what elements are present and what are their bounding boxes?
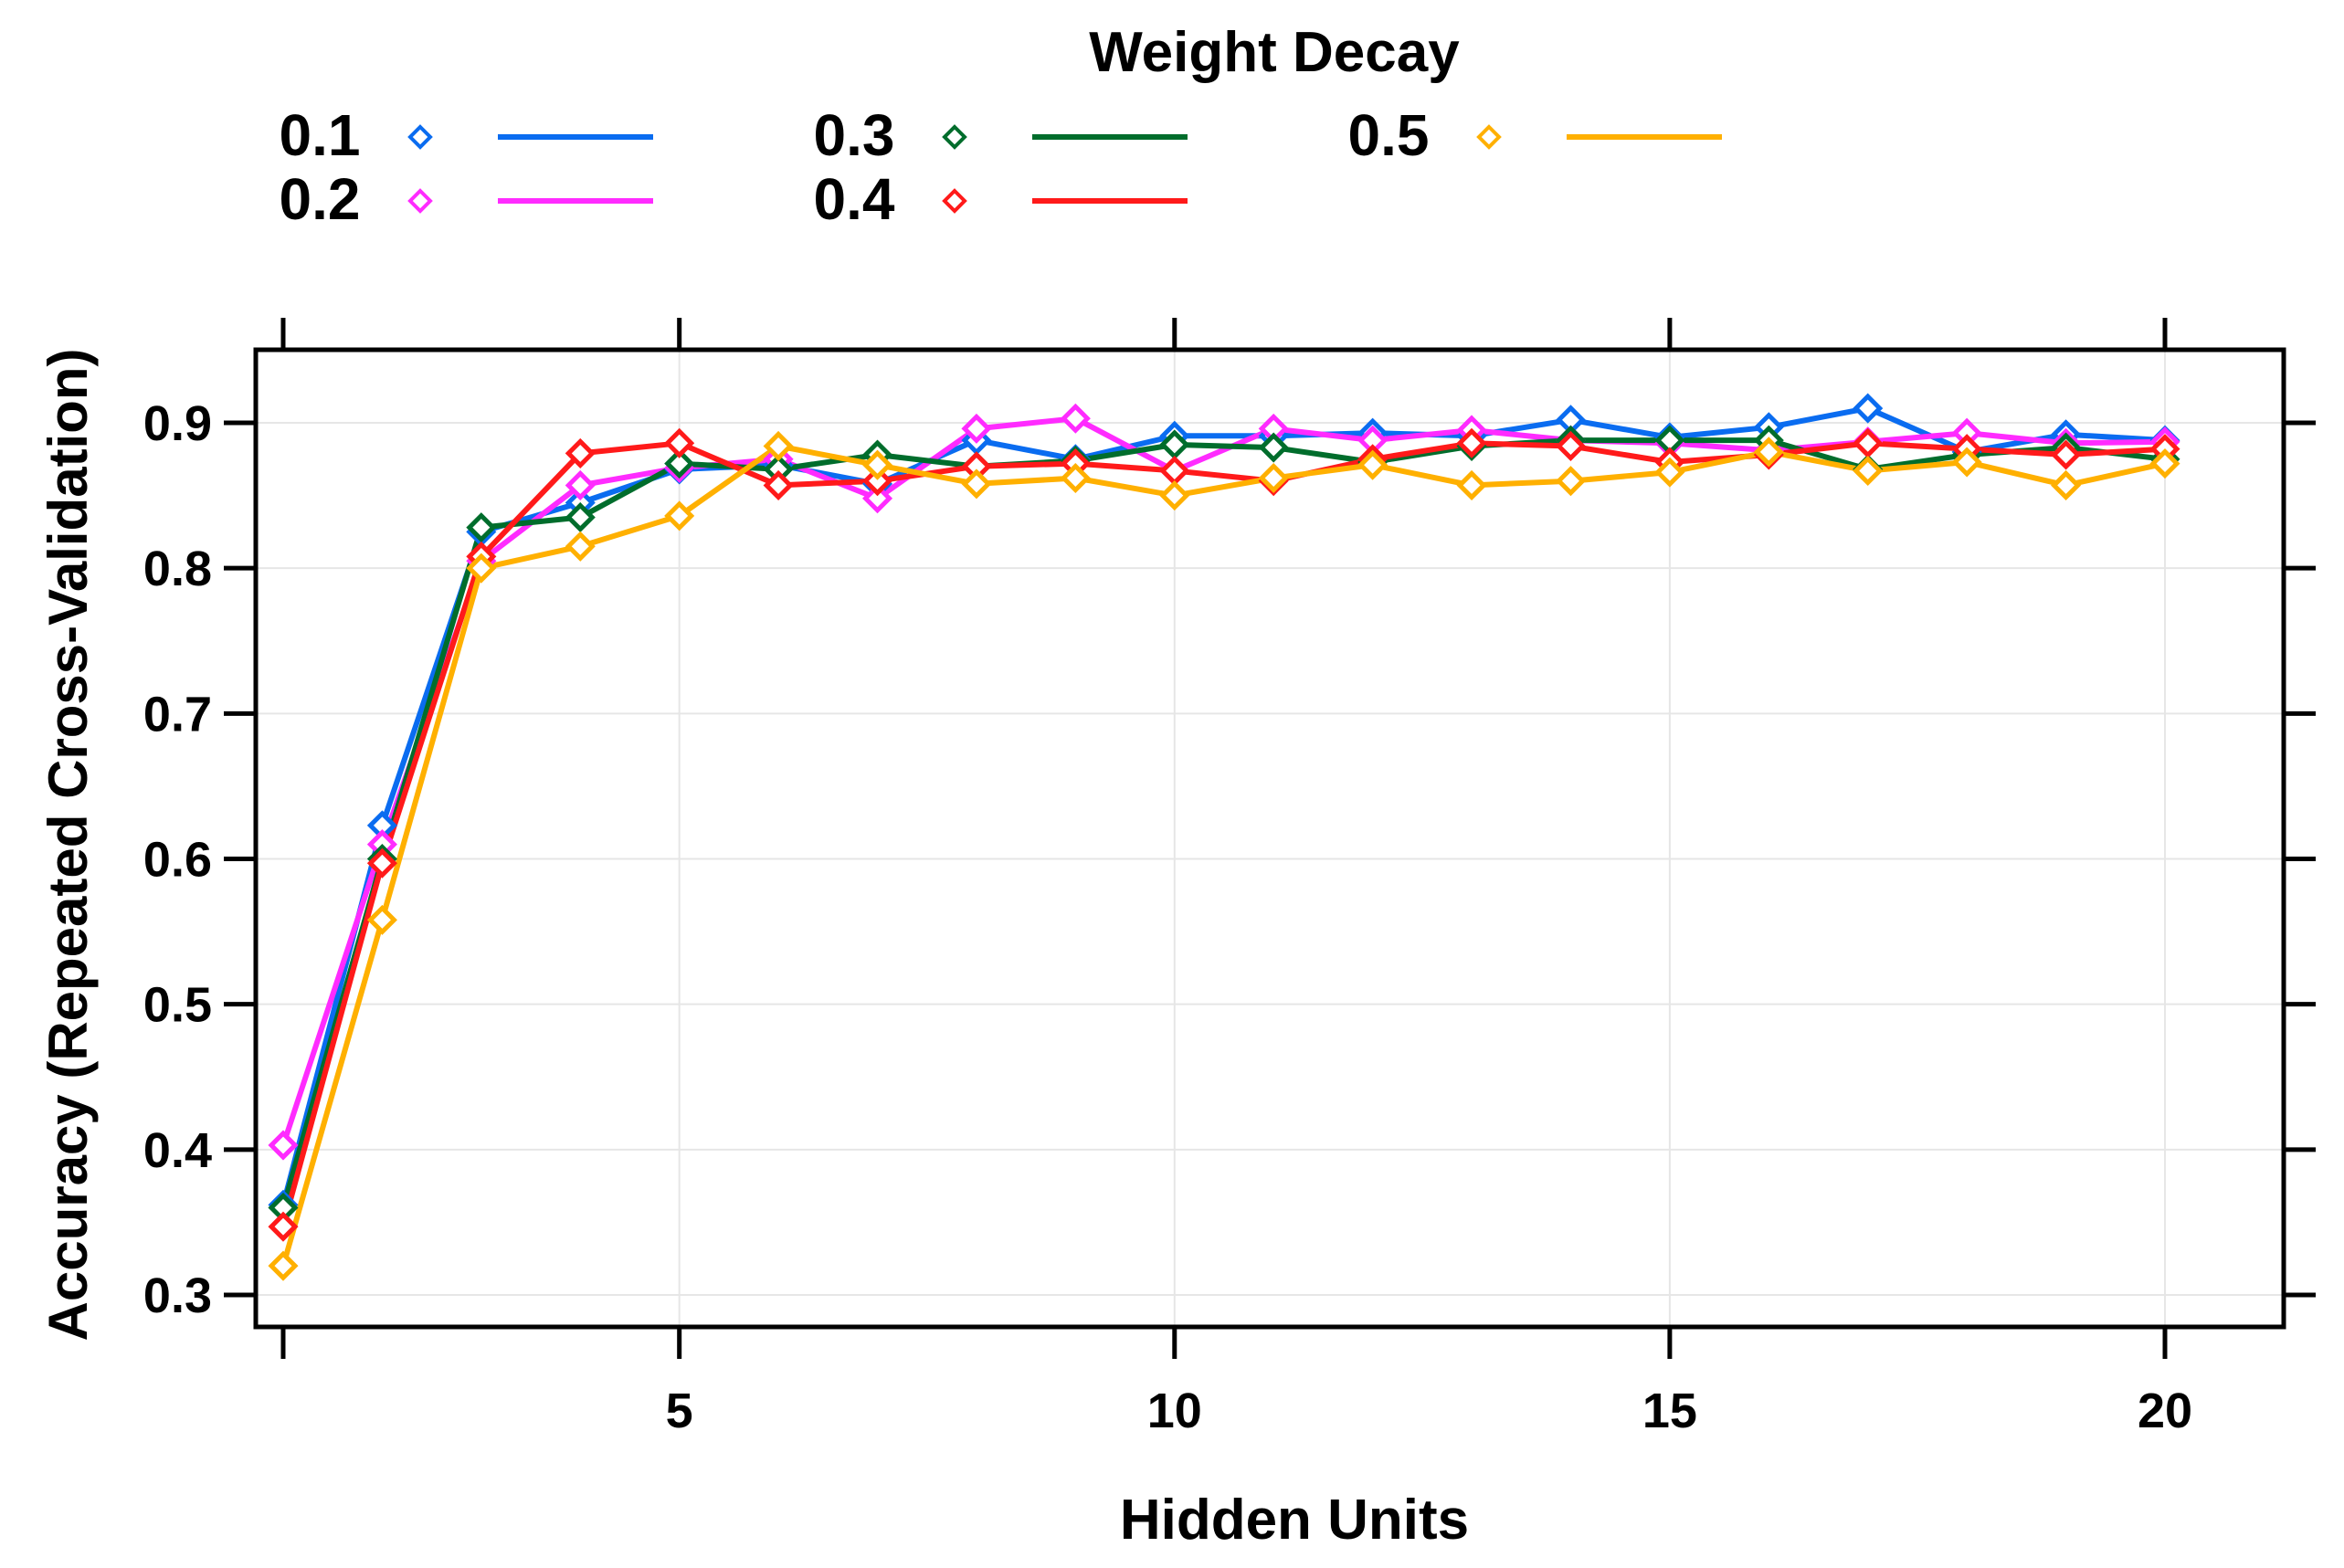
legend-label-0-4: 0.4 [814,166,895,232]
data-point-0-4 [1853,427,1884,458]
y-tick-label: 0.4 [143,1123,212,1178]
legend-marker-0-1 [407,124,433,150]
data-point-0-4 [1159,455,1190,487]
series-line-0-2 [280,416,2166,1147]
data-point-0-5 [664,500,695,531]
data-point-0-2 [565,469,596,500]
y-tick-label: 0.8 [143,542,212,596]
data-point-0-5 [1159,480,1190,511]
legend-marker-0-4 [942,188,967,214]
legend-label-0-1: 0.1 [280,102,361,168]
series-line-0-5 [280,443,2166,1268]
y-tick-label: 0.6 [143,833,212,888]
data-point-0-5 [1456,469,1487,500]
data-point-0-2 [1060,403,1091,434]
data-point-0-2 [961,413,992,444]
legend-label-0-2: 0.2 [280,166,361,232]
data-point-0-5 [268,1250,299,1281]
data-point-0-4 [268,1211,299,1242]
y-axis-label: Accuracy (Repeated Cross-Validation) [37,348,99,1341]
x-tick-label: 10 [1147,1384,1202,1438]
data-point-0-3 [466,512,497,543]
data-point-0-4 [763,469,794,500]
data-point-0-4 [1456,427,1487,458]
plot-frame [253,347,2286,1330]
data-point-0-5 [1654,457,1685,488]
data-point-0-5 [565,531,596,562]
data-point-0-5 [1357,449,1388,480]
x-axis-label: Hidden Units [1120,1489,1469,1552]
data-point-0-5 [961,468,992,500]
x-tick-label: 5 [666,1384,693,1438]
legend-marker-0-3 [942,124,967,150]
y-tick-label: 0.5 [143,978,212,1033]
data-point-0-4 [664,427,695,458]
axes: 5 10 15 20 0.3 0.4 0.5 0.6 0.7 0.8 0.9 [143,318,2316,1438]
series-line-0-1 [280,405,2166,1206]
data-point-0-5 [1853,455,1884,487]
data-point-0-5 [1258,462,1289,494]
data-point-0-3 [1258,432,1289,463]
data-point-0-5 [1060,462,1091,494]
data-point-0-5 [1753,437,1784,468]
data-point-0-5 [366,904,397,935]
data-point-0-4 [565,437,596,468]
data-point-0-2 [268,1130,299,1161]
y-tick-label: 0.3 [143,1268,212,1323]
series-markers [268,393,2180,1281]
data-point-0-4 [1555,430,1587,462]
data-point-0-5 [2149,448,2180,479]
legend-marker-0-2 [407,188,433,214]
data-point-0-4 [2051,439,2082,470]
data-point-0-5 [763,430,794,462]
legend-label-0-5: 0.5 [1348,102,1430,168]
data-point-0-5 [2051,469,2082,500]
data-point-0-4 [366,847,397,879]
legend-marker-0-5 [1476,124,1502,150]
y-tick-label: 0.9 [143,396,212,451]
data-point-0-4 [861,466,893,497]
grid [256,350,2284,1327]
legend: Weight Decay 0.10.2 0.30.4 0.5 [280,21,1722,232]
data-point-0-3 [565,501,596,532]
data-point-0-5 [1951,447,1982,478]
legend-title: Weight Decay [1089,21,1460,84]
data-point-0-5 [466,552,497,584]
series-line-0-3 [280,437,2166,1209]
x-tick-label: 15 [1642,1384,1697,1438]
series-line-0-4 [280,440,2166,1227]
x-tick-label: 20 [2138,1384,2192,1438]
data-point-0-5 [1555,466,1587,497]
data-point-0-5 [861,449,893,480]
y-tick-label: 0.7 [143,687,212,742]
data-point-0-2 [861,483,893,514]
data-point-0-1 [1853,393,1884,424]
series-lines [280,405,2166,1268]
legend-label-0-3: 0.3 [814,102,895,168]
data-point-0-3 [664,448,695,479]
